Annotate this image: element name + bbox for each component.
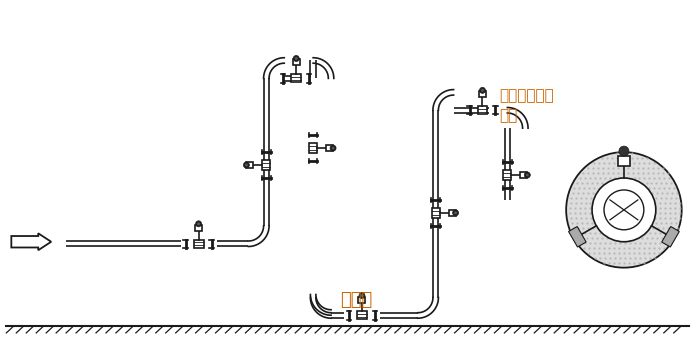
Circle shape — [244, 163, 248, 167]
Bar — [662, 227, 679, 247]
Bar — [618, 156, 630, 166]
Bar — [358, 297, 365, 302]
Bar — [479, 91, 486, 97]
Circle shape — [197, 222, 200, 226]
Circle shape — [592, 178, 656, 242]
Circle shape — [360, 294, 364, 297]
Bar — [503, 170, 512, 180]
Circle shape — [330, 145, 336, 151]
Circle shape — [331, 146, 335, 150]
Bar — [357, 311, 367, 320]
Bar — [293, 60, 300, 65]
Bar — [195, 225, 202, 231]
Bar — [246, 162, 253, 168]
FancyArrow shape — [11, 233, 51, 250]
Circle shape — [566, 152, 682, 268]
Bar — [326, 145, 333, 151]
Bar — [432, 208, 440, 218]
Circle shape — [359, 292, 365, 298]
Bar — [309, 143, 317, 153]
Circle shape — [244, 162, 249, 168]
Bar — [520, 172, 527, 178]
Circle shape — [453, 210, 459, 216]
Circle shape — [293, 55, 299, 61]
Text: 水平面: 水平面 — [340, 291, 372, 310]
Circle shape — [526, 173, 529, 177]
Bar — [291, 74, 301, 82]
Circle shape — [454, 211, 457, 215]
Circle shape — [295, 57, 298, 60]
Bar — [477, 106, 487, 114]
Bar — [262, 160, 270, 170]
Circle shape — [619, 146, 629, 156]
Circle shape — [480, 87, 486, 93]
Bar — [449, 210, 456, 216]
Circle shape — [481, 89, 484, 92]
Bar — [568, 227, 586, 247]
Circle shape — [195, 221, 202, 227]
Text: 允许任意角度
安装: 允许任意角度 安装 — [499, 88, 554, 123]
Circle shape — [524, 172, 531, 178]
Bar — [194, 240, 204, 248]
